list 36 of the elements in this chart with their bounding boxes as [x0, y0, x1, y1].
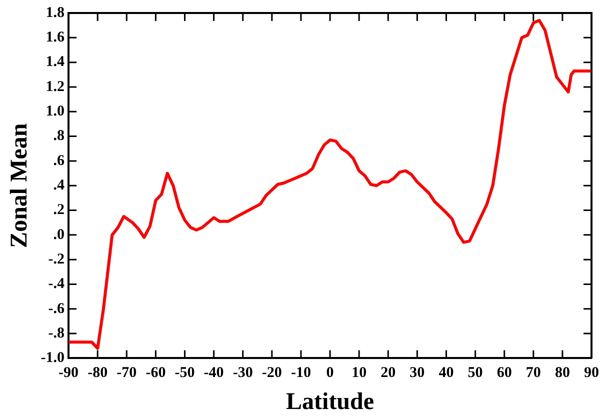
x-tick-label: 80: [554, 365, 570, 382]
x-tick-label: -60: [146, 365, 166, 382]
x-tick-label: 50: [468, 365, 483, 382]
y-tick-label: 1.8: [46, 4, 65, 21]
y-tick-label: .4: [53, 177, 66, 194]
x-tick-label: 20: [380, 365, 396, 382]
y-tick-label: 1.2: [46, 78, 65, 95]
x-tick-label: 10: [352, 365, 367, 382]
x-tick-label: -50: [174, 365, 195, 382]
y-tick-label: .6: [53, 152, 66, 169]
x-tick-label: 0: [326, 365, 334, 382]
y-tick-label: -.8: [48, 325, 65, 342]
y-tick-label: -.6: [48, 300, 66, 317]
x-tick-label: 60: [496, 365, 512, 382]
x-tick-label: 30: [410, 365, 425, 382]
x-tick-label: -10: [290, 365, 311, 382]
x-tick-label: 90: [584, 365, 599, 382]
y-tick-label: .8: [53, 128, 65, 144]
x-tick-label: 70: [526, 365, 541, 382]
y-tick-label: -.4: [48, 276, 66, 292]
x-tick-label: -80: [88, 365, 108, 382]
x-tick-label: -30: [232, 365, 253, 382]
x-tick-label: -70: [116, 365, 137, 382]
y-tick-label: -.2: [48, 251, 65, 268]
y-tick-label: -1.0: [40, 350, 65, 366]
y-tick-label: .2: [53, 202, 65, 218]
x-tick-label: 40: [438, 365, 454, 382]
x-tick-label: -90: [58, 365, 79, 382]
x-axis-title: Latitude: [286, 388, 374, 415]
y-tick-label: .0: [53, 226, 65, 243]
x-tick-label: -40: [204, 365, 224, 382]
y-tick-label: 1.6: [46, 30, 66, 46]
x-tick-label: -20: [262, 365, 282, 382]
y-tick-label: 1.4: [46, 54, 66, 70]
y-tick-label: 1.0: [46, 104, 65, 120]
y-axis-title: Zonal Mean: [6, 123, 33, 248]
